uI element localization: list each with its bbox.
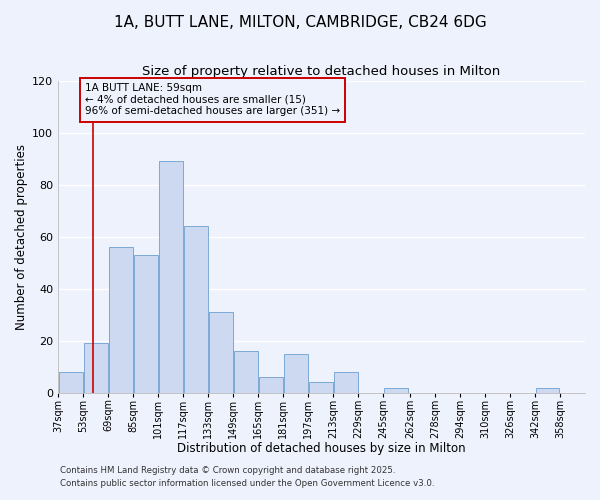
Bar — [159, 161, 182, 393]
Y-axis label: Number of detached properties: Number of detached properties — [15, 144, 28, 330]
Bar — [309, 382, 332, 393]
Bar — [184, 226, 208, 393]
Bar — [134, 255, 158, 393]
Bar — [84, 344, 107, 393]
Title: Size of property relative to detached houses in Milton: Size of property relative to detached ho… — [142, 65, 501, 78]
Text: 1A BUTT LANE: 59sqm
← 4% of detached houses are smaller (15)
96% of semi-detache: 1A BUTT LANE: 59sqm ← 4% of detached hou… — [85, 83, 340, 116]
Bar — [209, 312, 233, 393]
Bar — [109, 247, 133, 393]
Bar — [536, 388, 559, 393]
Bar — [284, 354, 308, 393]
X-axis label: Distribution of detached houses by size in Milton: Distribution of detached houses by size … — [177, 442, 466, 455]
Bar — [234, 352, 257, 393]
Bar — [59, 372, 83, 393]
Bar — [334, 372, 358, 393]
Bar — [259, 378, 283, 393]
Bar — [384, 388, 408, 393]
Text: 1A, BUTT LANE, MILTON, CAMBRIDGE, CB24 6DG: 1A, BUTT LANE, MILTON, CAMBRIDGE, CB24 6… — [113, 15, 487, 30]
Text: Contains HM Land Registry data © Crown copyright and database right 2025.
Contai: Contains HM Land Registry data © Crown c… — [60, 466, 434, 487]
